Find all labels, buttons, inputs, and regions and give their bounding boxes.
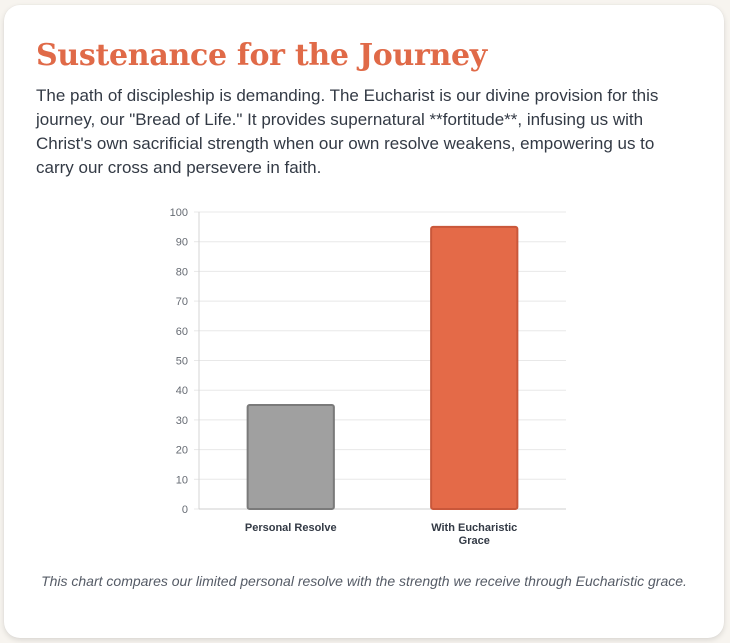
y-tick-label: 70 <box>176 296 188 308</box>
y-tick-label: 50 <box>176 356 188 368</box>
section-title: Sustenance for the Journey <box>36 38 487 73</box>
bar-chart: 0 10 20 30 40 50 60 70 80 90 100 Personal Resolve Wi… <box>170 207 566 547</box>
y-tick-label: 60 <box>176 326 188 338</box>
x-tick-label: Grace <box>459 535 490 547</box>
y-tick-label: 0 <box>182 504 188 516</box>
y-tick-label: 40 <box>176 385 188 397</box>
y-tick-label: 80 <box>176 266 188 278</box>
y-tick-label: 30 <box>176 415 188 427</box>
y-tick-label: 90 <box>176 237 188 249</box>
chart-caption: This chart compares our limited personal… <box>41 573 687 589</box>
bar-1 <box>430 225 519 510</box>
y-tick-label: 100 <box>170 207 188 219</box>
bar-0 <box>246 404 335 510</box>
section-description: The path of discipleship is demanding. T… <box>36 86 659 177</box>
y-tick-label: 20 <box>176 445 188 457</box>
x-tick-label: Personal Resolve <box>245 522 337 534</box>
x-tick-label: With Eucharistic <box>431 522 517 534</box>
content-card: Sustenance for the Journey The path of d… <box>4 5 724 638</box>
y-tick-label: 10 <box>176 474 188 486</box>
